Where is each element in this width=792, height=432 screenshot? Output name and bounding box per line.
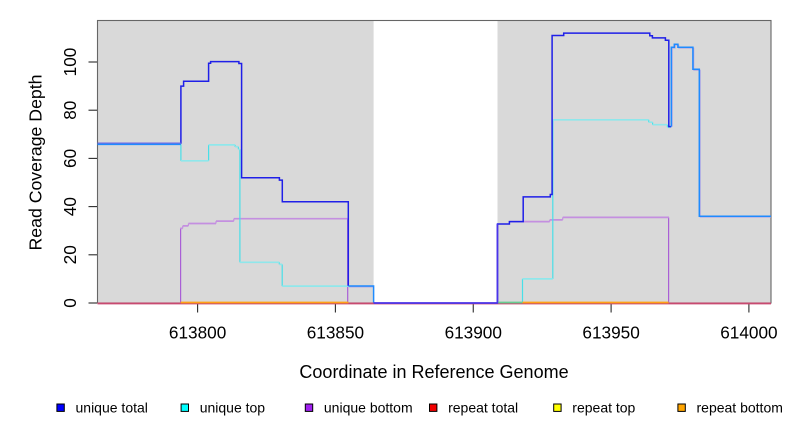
svg-text:Read Coverage Depth: Read Coverage Depth xyxy=(26,74,46,250)
svg-text:0: 0 xyxy=(60,298,80,308)
svg-text:unique bottom: unique bottom xyxy=(324,400,413,416)
svg-text:Coordinate in Reference Genome: Coordinate in Reference Genome xyxy=(299,362,568,382)
svg-text:613850: 613850 xyxy=(307,323,364,343)
svg-text:613950: 613950 xyxy=(582,323,639,343)
svg-text:613800: 613800 xyxy=(169,323,226,343)
svg-text:100: 100 xyxy=(60,48,80,77)
svg-text:614000: 614000 xyxy=(720,323,777,343)
svg-text:80: 80 xyxy=(60,101,80,120)
svg-text:unique total: unique total xyxy=(76,400,148,416)
svg-text:repeat total: repeat total xyxy=(448,400,518,416)
svg-text:613900: 613900 xyxy=(445,323,502,343)
svg-text:20: 20 xyxy=(60,245,80,264)
svg-text:repeat top: repeat top xyxy=(572,400,635,416)
svg-text:repeat bottom: repeat bottom xyxy=(697,400,783,416)
svg-text:60: 60 xyxy=(60,149,80,168)
svg-text:40: 40 xyxy=(60,197,80,216)
svg-text:unique top: unique top xyxy=(200,400,266,416)
